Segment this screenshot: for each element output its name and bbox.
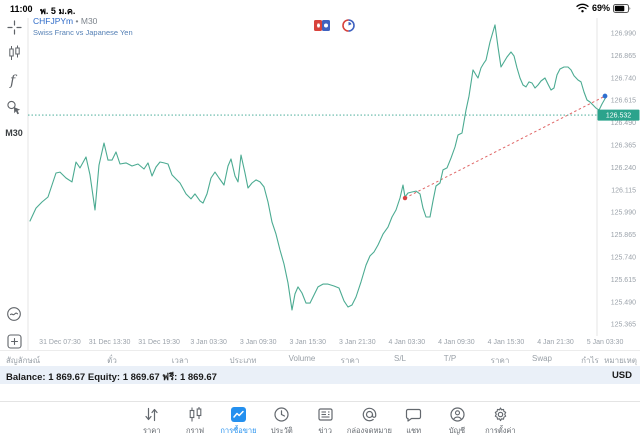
tab-label: ประวัติ	[270, 426, 293, 435]
tab-label: ข่าว	[318, 426, 332, 435]
svg-text:126.240: 126.240	[611, 165, 636, 172]
session-clock-icon[interactable]	[342, 19, 355, 32]
column-time: เวลา	[171, 356, 189, 365]
account-balance-summary: Balance: 1 869.67 Equity: 1 869.67 ฟรี: …	[6, 372, 217, 383]
svg-text:31 Dec 13:30: 31 Dec 13:30	[89, 339, 131, 346]
column-profit: กำไร	[581, 356, 599, 365]
tab-label: แชท	[406, 426, 422, 435]
tab-chart[interactable]: กราฟ	[173, 406, 216, 437]
svg-text:126.990: 126.990	[611, 31, 636, 38]
status-bar: 11:00 พ. 5 ม.ค. 69%	[0, 0, 640, 18]
column-swap: Swap	[531, 354, 553, 363]
svg-text:3 Jan 15:30: 3 Jan 15:30	[289, 339, 326, 346]
separator-dot: •	[75, 16, 79, 26]
tab-news[interactable]: ข่าว	[304, 406, 347, 437]
tab-mailbox[interactable]: กล่องจดหมาย	[347, 406, 392, 437]
column-price-open: ราคา	[340, 356, 360, 365]
tab-label: การตั้งค่า	[485, 426, 516, 435]
column-symbol: สัญลักษณ์	[6, 356, 41, 365]
column-comment: หมายเหตุ	[604, 356, 637, 365]
svg-text:4 Jan 15:30: 4 Jan 15:30	[488, 339, 525, 346]
battery-percent: 69%	[591, 3, 610, 13]
tab-label: ราคา	[142, 426, 161, 435]
wifi-icon	[576, 3, 589, 13]
symbol-name: CHFJPYm	[33, 16, 74, 26]
trade-chart-icon	[230, 407, 246, 422]
column-type: ประเภท	[229, 356, 257, 365]
chart-emoji-icon[interactable]	[0, 306, 28, 322]
objects-tool-icon[interactable]	[0, 99, 28, 115]
svg-text:f: f	[9, 73, 18, 89]
tab-label: กราฟ	[186, 426, 205, 435]
svg-text:125.740: 125.740	[611, 255, 636, 262]
svg-text:4 Jan 09:30: 4 Jan 09:30	[438, 339, 475, 346]
quotes-arrows-icon	[145, 407, 158, 422]
news-icon	[318, 408, 333, 421]
chart-type-candles-icon[interactable]	[0, 45, 28, 61]
tab-settings[interactable]: การตั้งค่า	[479, 406, 522, 437]
tab-label: บัญชี	[448, 426, 466, 435]
svg-text:126.115: 126.115	[611, 187, 636, 194]
svg-text:31 Dec 19:30: 31 Dec 19:30	[138, 339, 180, 346]
symbol-timeframe: M30	[80, 16, 98, 26]
svg-text:125.865: 125.865	[611, 232, 636, 239]
symbol-flags-icon[interactable]	[314, 20, 330, 31]
svg-text:125.990: 125.990	[611, 210, 636, 217]
chat-bubble-icon	[406, 408, 422, 422]
svg-text:126.865: 126.865	[611, 53, 636, 60]
svg-text:125.365: 125.365	[611, 322, 636, 329]
status-date: พ. 5 ม.ค.	[40, 6, 76, 16]
battery-icon	[613, 3, 631, 13]
crosshair-tool-icon[interactable]	[0, 20, 28, 35]
tab-account[interactable]: บัญชี	[435, 406, 478, 437]
svg-text:126.490: 126.490	[611, 120, 636, 127]
svg-text:3 Jan 21:30: 3 Jan 21:30	[339, 339, 376, 346]
mailbox-at-icon	[362, 407, 377, 422]
svg-text:126.532: 126.532	[606, 113, 631, 120]
account-person-icon	[449, 407, 465, 422]
tab-history[interactable]: ประวัติ	[260, 406, 303, 437]
add-object-icon[interactable]	[0, 334, 28, 349]
timeframe-button[interactable]: M30	[5, 128, 23, 138]
tab-label: การซื้อขาย	[220, 426, 257, 435]
column-tp: T/P	[443, 354, 457, 363]
tab-chat[interactable]: แชท	[392, 406, 435, 437]
svg-text:126.615: 126.615	[611, 98, 636, 105]
chart-canvas[interactable]: 126.990 126.865 126.740 126.615 126.490 126.3…	[0, 0, 640, 352]
symbol-description: Swiss Franc vs Japanese Yen	[33, 28, 133, 37]
chart-toolbar: f M30	[0, 18, 28, 350]
column-volume: Volume	[288, 354, 316, 363]
history-clock-icon	[274, 407, 289, 422]
trade-table-header: สัญลักษณ์ ตั๋ว เวลา ประเภท Volume ราคา S…	[0, 350, 640, 367]
svg-text:126.365: 126.365	[611, 143, 636, 150]
chart-header[interactable]: CHFJPYm • M30 Swiss Franc vs Japanese Ye…	[33, 16, 133, 37]
column-price-current: ราคา	[490, 356, 510, 365]
column-sl: S/L	[393, 354, 407, 363]
column-ticket: ตั๋ว	[107, 356, 117, 365]
svg-text:125.490: 125.490	[611, 299, 636, 306]
account-currency: USD	[611, 370, 632, 381]
svg-text:126.740: 126.740	[611, 75, 636, 82]
tab-trade[interactable]: การซื้อขาย	[217, 406, 260, 437]
settings-gear-icon	[494, 407, 507, 422]
chart-candles-icon	[189, 407, 201, 422]
svg-text:4 Jan 21:30: 4 Jan 21:30	[537, 339, 574, 346]
svg-text:4 Jan 03:30: 4 Jan 03:30	[389, 339, 426, 346]
tab-label: กล่องจดหมาย	[346, 426, 392, 435]
svg-text:31 Dec 07:30: 31 Dec 07:30	[39, 339, 81, 346]
bottom-tab-bar: ราคา กราฟ การซื้อขาย ประวัติ ข่าว กล่องจ…	[0, 401, 640, 447]
svg-text:3 Jan 03:30: 3 Jan 03:30	[190, 339, 227, 346]
account-summary-bar[interactable]: Balance: 1 869.67 Equity: 1 869.67 ฟรี: …	[0, 366, 640, 384]
tab-quotes[interactable]: ราคา	[130, 406, 173, 437]
svg-text:5 Jan 03:30: 5 Jan 03:30	[587, 339, 624, 346]
svg-text:125.615: 125.615	[611, 277, 636, 284]
clock-time: 11:00	[10, 4, 33, 14]
indicators-icon[interactable]: f	[0, 71, 28, 89]
svg-text:3 Jan 09:30: 3 Jan 09:30	[240, 339, 277, 346]
